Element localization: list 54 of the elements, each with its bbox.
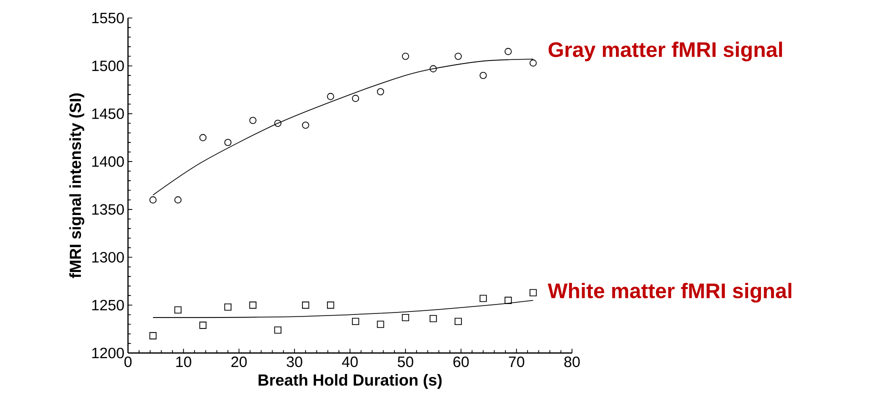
x-tick-label: 30 [286, 356, 302, 368]
x-tick-label: 20 [231, 356, 247, 368]
point [530, 289, 537, 296]
point [199, 134, 207, 142]
point [430, 65, 437, 72]
point [454, 318, 462, 325]
point [174, 196, 182, 204]
y-tick-label: 1300 [92, 252, 124, 263]
y-axis-title: fMRI signal intensity (SI) [69, 93, 84, 278]
point [199, 322, 207, 329]
x-tick-label: 50 [398, 356, 414, 368]
point [480, 294, 487, 302]
point [249, 116, 256, 124]
y-tick-label: 1500 [92, 60, 124, 72]
point [504, 48, 512, 56]
point [149, 196, 157, 204]
x-tick-label: 40 [342, 356, 358, 368]
series-label: White matter fMRI signal [548, 282, 792, 303]
x-tick-label: 10 [176, 356, 192, 368]
point [302, 122, 310, 129]
x-tick-label: 70 [508, 356, 524, 368]
point [376, 320, 384, 328]
point [430, 314, 437, 322]
point [224, 303, 232, 311]
point [326, 302, 334, 309]
point [402, 314, 410, 322]
point [402, 52, 410, 60]
point [274, 326, 282, 334]
x-axis-title: Breath Hold Duration (s) [258, 374, 442, 389]
x-tick-label: 0 [124, 356, 132, 368]
point [504, 296, 512, 304]
y-tick-label: 1200 [92, 348, 124, 358]
point [174, 306, 182, 314]
line-series [152, 300, 534, 318]
y-tick-label: 1400 [92, 156, 124, 167]
y-tick-label: 1250 [92, 300, 124, 310]
point [352, 94, 360, 102]
point [326, 92, 334, 100]
x-tick-label: 60 [453, 356, 469, 368]
point [149, 332, 157, 340]
y-tick-label: 1550 [92, 12, 124, 24]
series-label: Gray matter fMRI signal [548, 42, 782, 62]
point [224, 138, 232, 146]
point [376, 88, 384, 96]
point [249, 302, 256, 309]
point [454, 52, 462, 60]
x-tick-label: 80 [564, 356, 580, 368]
point [274, 120, 282, 127]
y-tick-label: 1450 [92, 108, 124, 120]
point [480, 72, 487, 80]
y-tick-label: 1350 [92, 204, 124, 215]
point [302, 302, 310, 309]
point [352, 318, 360, 325]
point [530, 59, 537, 67]
